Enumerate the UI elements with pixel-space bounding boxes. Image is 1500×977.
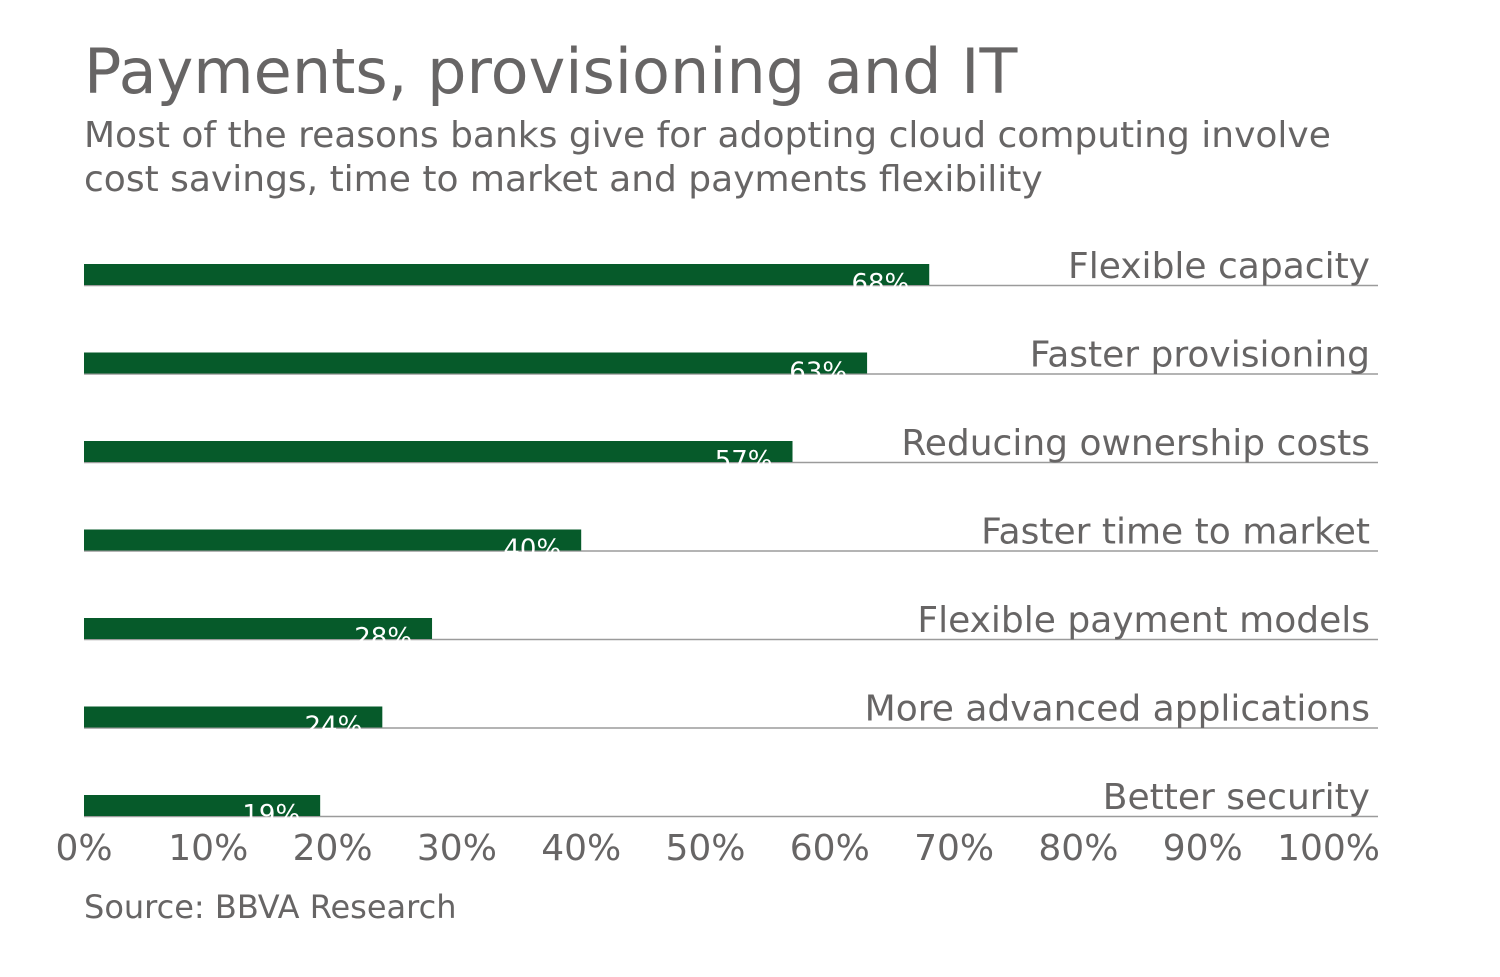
x-tick-label: 30% [417, 828, 497, 869]
bar-7 [84, 795, 321, 816]
x-tick-label: 10% [168, 828, 248, 869]
x-tick-label: 50% [665, 828, 745, 869]
bar-5 [84, 618, 433, 639]
x-tick-label: 70% [914, 828, 994, 869]
category-label: Better security [1103, 777, 1370, 818]
x-tick-label: 60% [790, 828, 870, 869]
category-label: Reducing ownership costs [901, 423, 1370, 464]
source-note: Source: BBVA Research [84, 888, 457, 926]
bar-2 [84, 352, 868, 374]
bar-6 [84, 706, 383, 728]
bar-1 [84, 264, 930, 285]
bar-value-label: 57% [715, 446, 773, 476]
category-label: Faster provisioning [1030, 335, 1370, 376]
x-tick-label: 80% [1038, 828, 1118, 869]
x-tick-label: 0% [55, 828, 112, 869]
bar-value-label: 40% [503, 535, 561, 565]
chart-subtitle: Most of the reasons banks give for adopt… [84, 115, 1331, 200]
bar-value-label: 68% [851, 269, 909, 299]
category-label: Flexible payment models [917, 600, 1370, 641]
bar-value-label: 19% [242, 800, 300, 830]
bar-4 [84, 529, 582, 551]
chart-title: Payments, provisioning and IT [84, 35, 1018, 108]
x-tick-label: 90% [1163, 828, 1243, 869]
bar-value-label: 63% [789, 358, 847, 388]
x-tick-label: 100% [1277, 828, 1380, 869]
bar-3 [84, 441, 793, 462]
category-label: Flexible capacity [1068, 246, 1370, 287]
bar-value-label: 28% [354, 623, 412, 653]
x-tick-label: 40% [541, 828, 621, 869]
bar-value-label: 24% [305, 712, 363, 742]
x-tick-label: 20% [293, 828, 373, 869]
category-label: Faster time to market [981, 512, 1370, 553]
category-label: More advanced applications [865, 689, 1370, 730]
